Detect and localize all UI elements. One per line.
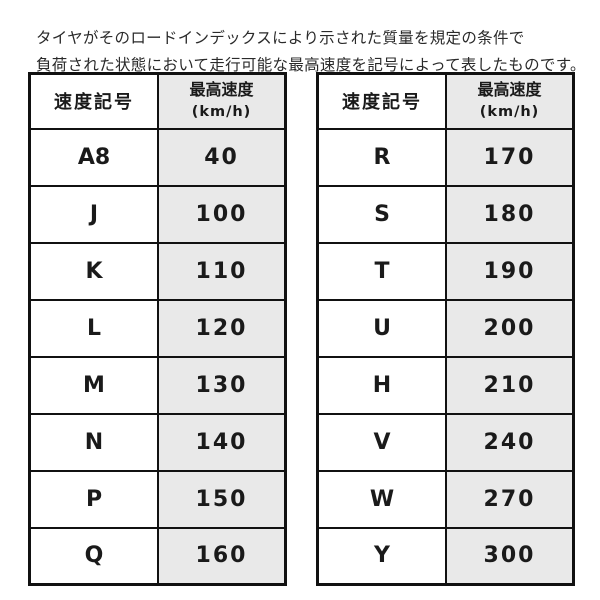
speed-header-title: 最高速度 xyxy=(477,80,542,100)
max-speed-cell: 100 xyxy=(157,184,287,244)
intro-line-2: 負荷された状態において走行可能な最高速度を記号によって表したものです。 xyxy=(36,55,586,74)
table-row: R 170 xyxy=(316,127,575,187)
max-speed-cell: 130 xyxy=(157,355,287,415)
speed-symbol-cell: M xyxy=(28,355,159,415)
speed-symbol-cell: Q xyxy=(28,526,159,586)
speed-symbol-table-right: 速度記号 最高速度 (km/h) R 170 S 180 T 190 U 200 H 210 V 240 W 2… xyxy=(316,72,575,586)
speed-symbol-cell: Y xyxy=(316,526,447,586)
table-row: H 210 xyxy=(316,355,575,415)
max-speed-cell: 210 xyxy=(445,355,575,415)
speed-symbol-cell: K xyxy=(28,241,159,301)
max-speed-cell: 40 xyxy=(157,127,287,187)
table-row: Y 300 xyxy=(316,526,575,586)
max-speed-cell: 270 xyxy=(445,469,575,529)
max-speed-cell: 240 xyxy=(445,412,575,472)
table-row: V 240 xyxy=(316,412,575,472)
speed-symbol-cell: R xyxy=(316,127,447,187)
speed-symbol-cell: J xyxy=(28,184,159,244)
table-row: U 200 xyxy=(316,298,575,358)
table-row: K 110 xyxy=(28,241,287,301)
speed-symbol-cell: U xyxy=(316,298,447,358)
table-row: S 180 xyxy=(316,184,575,244)
max-speed-cell: 300 xyxy=(445,526,575,586)
speed-column-header: 最高速度 (km/h) xyxy=(445,72,575,130)
intro-line-1: タイヤがそのロードインデックスにより示された質量を規定の条件で xyxy=(36,28,525,47)
header-row: 速度記号 最高速度 (km/h) xyxy=(28,72,287,130)
speed-symbol-cell: A8 xyxy=(28,127,159,187)
table-row: L 120 xyxy=(28,298,287,358)
table-row: T 190 xyxy=(316,241,575,301)
table-row: N 140 xyxy=(28,412,287,472)
max-speed-cell: 170 xyxy=(445,127,575,187)
table-row: M 130 xyxy=(28,355,287,415)
max-speed-cell: 200 xyxy=(445,298,575,358)
max-speed-cell: 110 xyxy=(157,241,287,301)
table-row: J 100 xyxy=(28,184,287,244)
max-speed-cell: 120 xyxy=(157,298,287,358)
speed-symbol-cell: V xyxy=(316,412,447,472)
max-speed-cell: 160 xyxy=(157,526,287,586)
speed-symbol-cell: H xyxy=(316,355,447,415)
table-row: W 270 xyxy=(316,469,575,529)
speed-header-unit: (km/h) xyxy=(191,104,252,121)
table-row: P 150 xyxy=(28,469,287,529)
intro-text: タイヤがそのロードインデックスにより示された質量を規定の条件で 負荷された状態に… xyxy=(36,25,586,79)
speed-symbol-cell: L xyxy=(28,298,159,358)
speed-symbol-table-left: 速度記号 最高速度 (km/h) A8 40 J 100 K 110 L 120 M 130 N 140 P 1… xyxy=(28,72,287,586)
speed-symbol-cell: T xyxy=(316,241,447,301)
symbol-column-header: 速度記号 xyxy=(316,72,447,130)
max-speed-cell: 180 xyxy=(445,184,575,244)
speed-column-header: 最高速度 (km/h) xyxy=(157,72,287,130)
speed-header-unit: (km/h) xyxy=(479,104,540,121)
max-speed-cell: 190 xyxy=(445,241,575,301)
header-row: 速度記号 最高速度 (km/h) xyxy=(316,72,575,130)
speed-symbol-cell: W xyxy=(316,469,447,529)
symbol-column-header: 速度記号 xyxy=(28,72,159,130)
max-speed-cell: 140 xyxy=(157,412,287,472)
table-row: Q 160 xyxy=(28,526,287,586)
speed-symbol-cell: P xyxy=(28,469,159,529)
table-row: A8 40 xyxy=(28,127,287,187)
speed-symbol-cell: N xyxy=(28,412,159,472)
speed-symbol-cell: S xyxy=(316,184,447,244)
speed-header-title: 最高速度 xyxy=(189,80,254,100)
max-speed-cell: 150 xyxy=(157,469,287,529)
